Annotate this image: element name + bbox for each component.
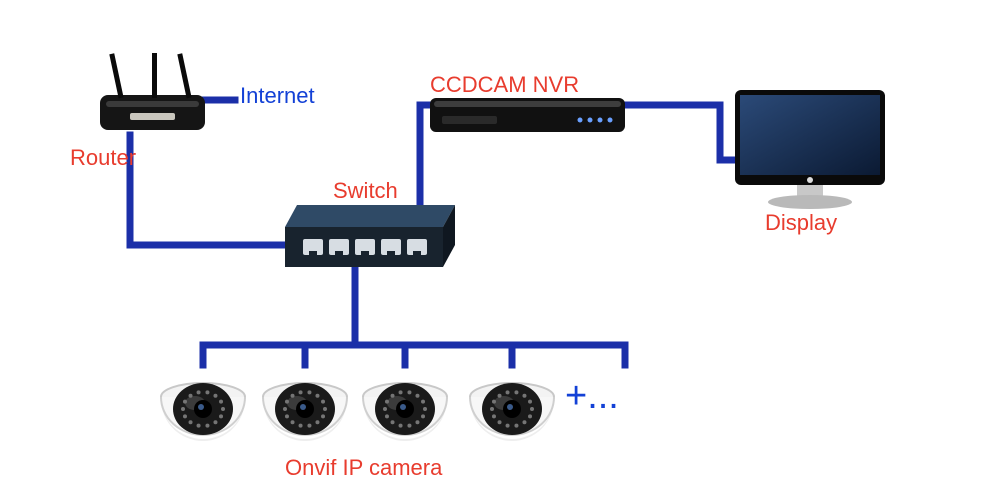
display-label: Display [765,210,837,236]
switch-label: Switch [333,178,398,204]
internet-label: Internet [240,83,315,109]
camera-icon [363,383,447,441]
camera-icon [161,383,245,441]
camera-icon [263,383,347,441]
more-label: +... [565,375,619,418]
camera-icon [470,383,554,441]
cameras-label: Onvif IP camera [285,455,442,481]
display-icon [735,90,885,209]
nvr-label: CCDCAM NVR [430,72,579,98]
router-label: Router [70,145,136,171]
router-icon [100,53,205,130]
switch-icon [285,205,455,267]
nvr-icon [430,98,625,132]
wire [355,265,625,345]
wire [130,135,285,245]
